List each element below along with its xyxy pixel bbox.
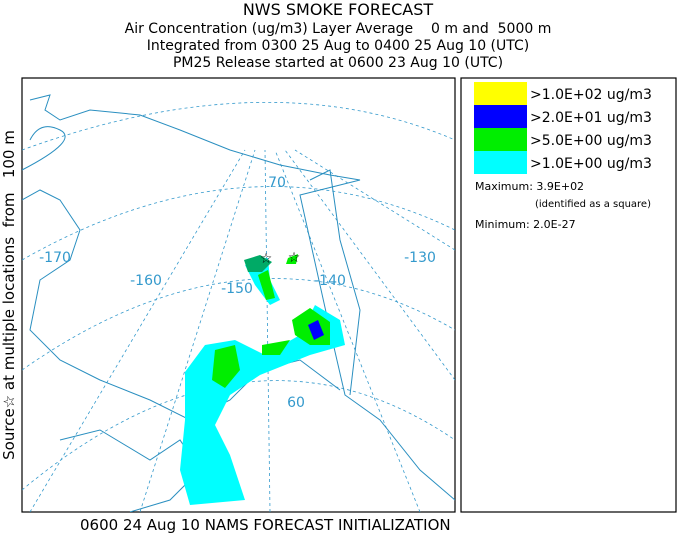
map-label: -140 — [314, 273, 346, 289]
side-label: Source☆ at multiple locations from 100 m — [0, 130, 18, 460]
maximum: Maximum: 3.9E+02 — [475, 180, 584, 193]
legend-swatch — [474, 82, 527, 105]
legend-label: >1.0E+02 ug/m3 — [530, 87, 652, 103]
map-label: 70 — [268, 175, 286, 191]
map: ☆ ☆ -170 -160 -150 -140 -130 70 60 — [21, 77, 456, 513]
legend-swatch — [474, 105, 527, 128]
map-label: -130 — [404, 250, 436, 266]
svg-text:☆: ☆ — [260, 251, 273, 267]
maximum-note: (identified as a square) — [535, 199, 651, 210]
map-label: 60 — [287, 395, 305, 411]
legend-swatch — [474, 128, 527, 151]
legend-label: >5.0E+00 ug/m3 — [530, 133, 652, 149]
footer: 0600 24 Aug 10 NAMS FORECAST INITIALIZAT… — [80, 516, 451, 534]
subtitle: Air Concentration (ug/m3) Layer Average … — [125, 21, 552, 37]
legend-label: >2.0E+01 ug/m3 — [530, 110, 652, 126]
subtitle: Integrated from 0300 25 Aug to 0400 25 A… — [147, 38, 530, 54]
legend: Maximum: 3.9E+02 (identified as a square… — [460, 77, 677, 513]
map-label: -160 — [130, 273, 162, 289]
legend-swatch — [474, 151, 527, 174]
minimum: Minimum: 2.0E-27 — [475, 218, 576, 231]
title: NWS SMOKE FORECAST — [243, 0, 434, 19]
svg-text:☆: ☆ — [288, 250, 301, 266]
map-label: -150 — [221, 281, 253, 297]
map-label: -170 — [39, 250, 71, 266]
subtitle: PM25 Release started at 0600 23 Aug 10 (… — [173, 55, 503, 71]
legend-label: >1.0E+00 ug/m3 — [530, 156, 652, 172]
